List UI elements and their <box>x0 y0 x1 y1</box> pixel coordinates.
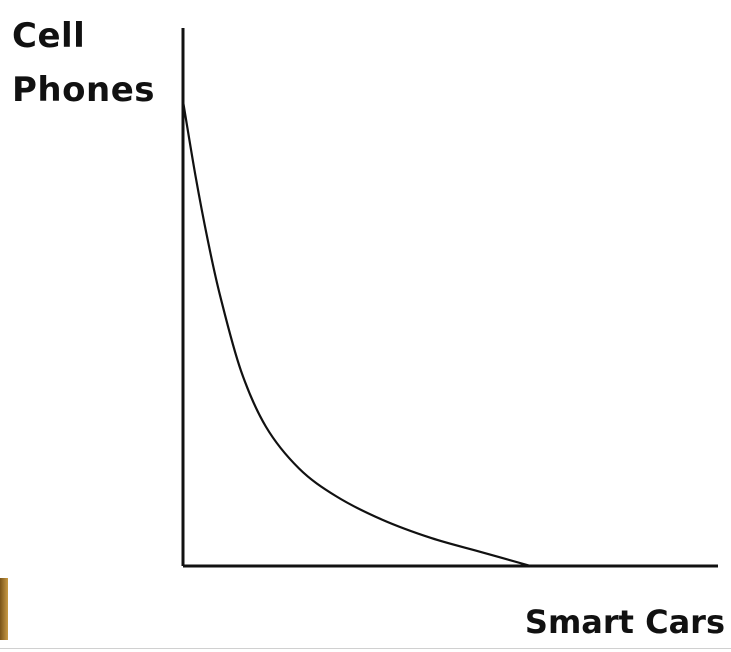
decorative-edge-bar <box>0 578 8 640</box>
curve-layer <box>181 99 532 568</box>
y-axis-label-line-1: Cell <box>12 16 86 56</box>
series-line-0 <box>181 99 532 568</box>
y-axis-label-line-2: Phones <box>12 70 155 110</box>
axes <box>181 28 718 568</box>
x-axis-label: Smart Cars <box>524 603 725 641</box>
bottom-rule <box>0 648 731 649</box>
